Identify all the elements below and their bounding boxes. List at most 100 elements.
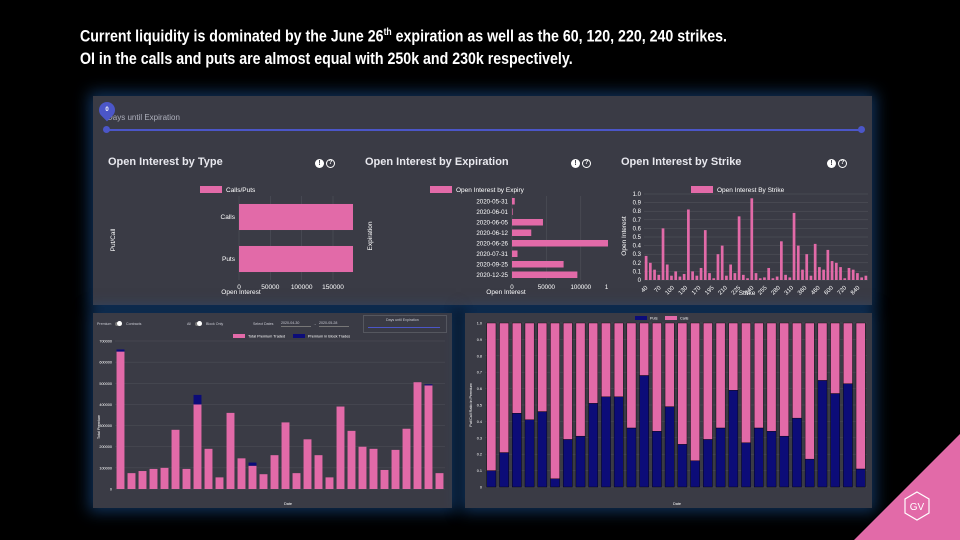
oi-strike-bar [733, 273, 737, 280]
oi-type-xtick-label: 50000 [261, 284, 279, 291]
oi-type-info-icon[interactable]: ! [315, 159, 324, 168]
ratio-bar-calls [766, 322, 777, 432]
oi-expiry-xtick-label: 100000 [570, 284, 591, 291]
premium-bar-total-premium-traded [325, 477, 334, 489]
oi-strike-bar [729, 264, 732, 280]
ratio-ytick-label: 1.0 [477, 322, 482, 326]
oi-strike-bar [653, 269, 656, 280]
ratio-bar-puts [741, 442, 751, 488]
oi-strike-info-icon[interactable]: ! [827, 159, 836, 168]
days-mini-slider-track[interactable] [368, 327, 440, 328]
oi-strike-bar [712, 278, 716, 280]
oi-type-xtick-label: 0 [237, 284, 241, 291]
date-arrow-icon: → [313, 322, 317, 326]
oi-expiry-legend: Open Interest by Expiry [456, 187, 525, 194]
premium-ytick-label: 300000 [99, 424, 112, 428]
days-slider-handle[interactable]: 0 [95, 98, 119, 122]
ratio-bar-puts [537, 411, 548, 488]
premium-bar-total-premium-traded [193, 404, 202, 489]
ratio-ytick-label: 0.2 [477, 453, 482, 457]
all-toggle-label: All [187, 322, 191, 326]
oi-strike-bar [822, 269, 825, 280]
oi-expiry-category-label: 2020-06-01 [476, 209, 508, 216]
oi-strike-bar [678, 276, 682, 280]
oi-strike-bar [826, 249, 830, 280]
ratio-bar-puts [690, 460, 700, 488]
ratio-bar-puts [804, 458, 815, 488]
oi-strike-bar [746, 278, 749, 280]
ratio-bar-calls [804, 322, 815, 460]
premium-ytick-label: 600000 [99, 361, 112, 365]
ratio-bar-calls [613, 322, 624, 398]
oi-strike-ytick-label: 0.6 [633, 226, 642, 232]
ratio-bar-puts [779, 435, 790, 488]
premium-bar-total-premium-traded [347, 430, 356, 489]
oi-strike-title: Open Interest by Strike [621, 156, 742, 168]
oi-strike-bar [809, 275, 813, 280]
oi-strike-bar [834, 262, 838, 280]
oi-expiry-ylabel: Expiration [367, 221, 374, 250]
oi-type-bar [239, 245, 353, 273]
oi-strike-xtick-label: 360 [797, 285, 809, 297]
oi-strike-help-icon[interactable]: ? [838, 159, 847, 168]
date-to-input[interactable]: 2020-05-28 [319, 321, 349, 327]
oi-strike-bar [830, 261, 834, 280]
oi-strike-bar [682, 273, 686, 280]
oi-strike-bar [716, 254, 720, 280]
oi-strike-bar [818, 267, 821, 280]
days-slider-min-dot[interactable] [103, 126, 110, 133]
put-call-panel: Puts Calls Put/Call Ratio in Premium Dat… [465, 313, 872, 508]
ratio-bar-calls [652, 322, 662, 432]
ratio-bar-calls [715, 322, 726, 429]
ratio-bar-calls [779, 322, 790, 437]
oi-strike-bar [839, 267, 842, 280]
premium-contracts-toggle[interactable] [115, 321, 122, 326]
premium-bar-total-premium-traded [391, 449, 400, 489]
oi-strike-ytick-label: 0.8 [633, 209, 642, 215]
oi-strike-bar [758, 278, 762, 280]
oi-strike-bar [699, 267, 703, 280]
oi-strike-chart: Open Interest By Strike Open Interest St… [621, 186, 868, 297]
ratio-bar-puts [613, 396, 624, 488]
oi-strike-xtick-label: 310 [784, 285, 796, 297]
ratio-ytick-label: 0.3 [477, 436, 482, 440]
premium-bar-total-premium-traded [127, 473, 136, 489]
oi-expiry-help-icon[interactable]: ? [582, 159, 591, 168]
premium-bar-total-premium-traded [435, 473, 444, 489]
headline: Current liquidity is dominated by the Ju… [80, 22, 820, 70]
oi-strike-bar [801, 269, 804, 280]
headline-line-1-text: Current liquidity is dominated by the Ju… [80, 27, 384, 46]
ratio-bar-puts [524, 419, 535, 488]
headline-line-1: Current liquidity is dominated by the Ju… [80, 22, 820, 48]
all-block-toggle[interactable] [195, 321, 202, 326]
block-only-label: Block Only [206, 322, 224, 326]
days-slider-max-dot[interactable] [858, 126, 865, 133]
oi-expiry-category-label: 2020-09-25 [476, 261, 508, 268]
oi-expiry-legend-swatch [430, 186, 452, 193]
oi-strike-ytick-label: 0 [638, 278, 642, 284]
oi-strike-ylabel: Open Interest [621, 216, 628, 256]
oi-expiry-category-label: 2020-06-05 [476, 219, 508, 226]
ratio-bar-puts [753, 427, 764, 488]
oi-strike-legend-swatch [691, 186, 713, 193]
premium-bar-total-premium-traded [171, 429, 180, 489]
premium-bar-total-premium-traded [380, 469, 389, 489]
premium-bar-total-premium-traded [204, 448, 213, 489]
oi-strike-bar [805, 254, 809, 280]
contracts-toggle-label: Contracts [126, 322, 142, 326]
oi-type-help-icon[interactable]: ? [326, 159, 335, 168]
premium-ytick-label: 700000 [99, 340, 112, 344]
days-slider-track[interactable] [107, 129, 862, 131]
ratio-bar-calls [703, 322, 713, 440]
premium-legend-swatch-total [233, 334, 245, 338]
oi-strike-xtick-label: 100 [665, 285, 677, 297]
headline-line-1-rest: expiration as well as the 60, 120, 220, … [391, 27, 727, 46]
date-from-input[interactable]: 2020-04-30 [281, 321, 311, 327]
premium-bar-premium-in-block-trades [116, 349, 125, 352]
oi-expiry-info-icon[interactable]: ! [571, 159, 580, 168]
oi-strike-xtick-label: 40 [640, 285, 649, 294]
oi-strike-bar [670, 275, 673, 280]
headline-superscript: th [383, 27, 392, 38]
premium-toggle-label: Premium [97, 322, 112, 326]
ratio-legend-calls: Calls [680, 317, 689, 321]
